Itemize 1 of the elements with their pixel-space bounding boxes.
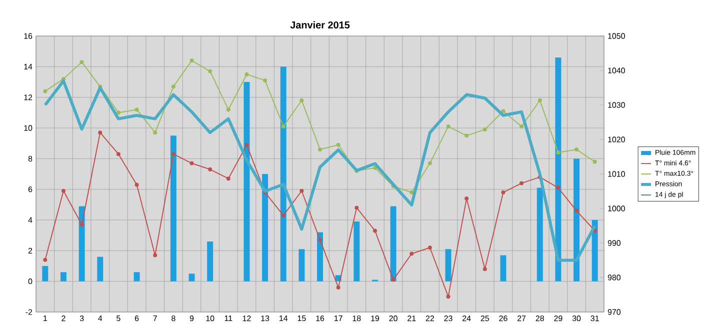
chart-title: Janvier 2015 bbox=[290, 21, 350, 28]
